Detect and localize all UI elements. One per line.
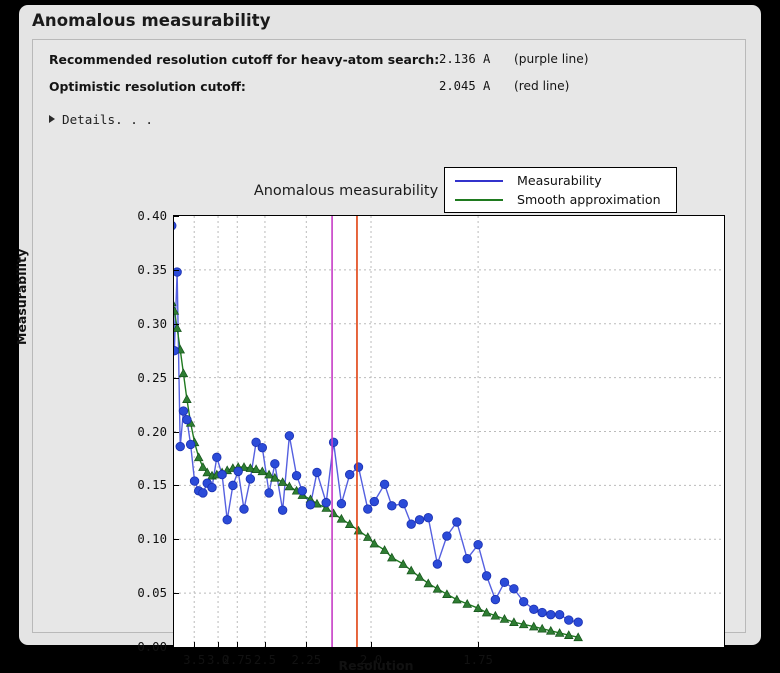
chart-title: Anomalous measurability [253,183,439,199]
content-panel: Recommended resolution cutoff for heavy-… [14,39,746,673]
y-tick-label: 0.15 [137,478,167,493]
chart-plot-area: 0.00 0.05 0.10 0.15 0.20 0.25 0.30 0.35 0.40 3.5 3… [137,209,725,667]
y-tick-mark [174,647,179,648]
info-row-0-note: (purple line) [514,52,589,66]
y-tick-mark [174,216,179,217]
chart-ylabel: Measurability [14,248,29,345]
x-tick-mark [306,642,308,647]
x-tick-mark [237,642,239,647]
y-tick-label: 0.00 [137,640,167,654]
legend-label-measurability: Measurability [517,173,602,188]
x-tick-label: 3.0 [206,653,230,667]
details-label: Details. . . [62,112,153,127]
y-tick-mark [174,431,179,433]
y-tick-mark [174,323,179,325]
y-tick-mark [174,539,179,541]
y-tick-mark [174,593,179,595]
y-tick-mark [174,485,179,487]
legend-swatch-measurability [455,180,503,182]
info-row-1-value: 2.045 A [439,79,491,93]
x-tick-mark [194,642,196,647]
x-tick-label: 2.75 [222,653,253,667]
y-tick-label: 0.05 [137,586,167,601]
window-frame: Anomalous measurability Recommended reso… [14,5,761,673]
chart-svg [174,216,724,647]
y-tick-label: 0.35 [137,262,167,277]
x-tick-label: 2.0 [359,653,383,667]
y-tick-label: 0.40 [137,209,167,223]
chart-container: Anomalous measurability Measurability Re… [14,145,760,673]
y-tick-label: 0.10 [137,532,167,547]
legend-label-smooth: Smooth approximation [517,192,661,207]
y-tick-label: 0.25 [137,370,167,385]
x-tick-label: 2.5 [253,653,277,667]
x-tick-mark [264,642,266,647]
info-row-1-note: (red line) [514,79,570,93]
x-tick-mark [478,642,480,647]
y-tick-mark [174,377,179,379]
y-tick-label: 0.30 [137,316,167,331]
info-row-1-label: Optimistic resolution cutoff: [49,79,246,94]
window-title: Anomalous measurability [32,11,271,30]
info-row-0-label: Recommended resolution cutoff for heavy-… [49,52,440,67]
info-row-0-value: 2.136 A [439,52,491,66]
x-tick-label: 3.5 [183,653,206,667]
x-tick-mark [371,642,372,647]
x-tick-label: 2.25 [291,653,322,667]
chart-legend: Measurability Smooth approximation [444,167,677,213]
y-tick-label: 0.20 [137,424,167,439]
x-tick-label: 1.75 [463,653,493,667]
legend-swatch-smooth [455,199,503,201]
x-tick-mark [218,642,220,647]
chevron-right-icon [49,115,55,123]
y-tick-mark [174,269,179,271]
details-disclosure[interactable]: Details. . . [49,112,153,127]
